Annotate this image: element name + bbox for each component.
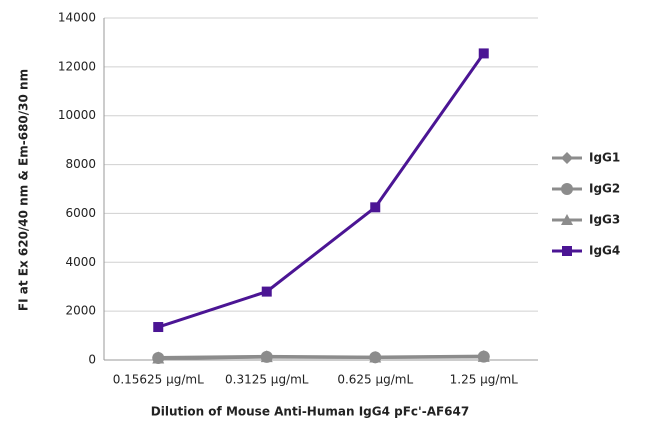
series-line [158, 355, 484, 361]
marker [153, 322, 164, 333]
y-tick-label: 4000 [65, 255, 96, 269]
y-tick-label: 2000 [65, 304, 96, 318]
legend-label: IgG1 [589, 151, 620, 165]
x-tick-label: 0.15625 µg/mL [113, 373, 204, 387]
marker [261, 286, 272, 297]
y-tick-label: 14000 [58, 11, 96, 25]
y-tick-label: 8000 [65, 157, 96, 171]
marker [561, 214, 573, 225]
x-tick-label: 0.625 µg/mL [337, 373, 413, 387]
y-axis-title: FI at Ex 620/40 nm & Em-680/30 nm [17, 69, 31, 311]
marker [561, 152, 573, 164]
legend-label: IgG4 [589, 244, 620, 258]
marker [562, 246, 572, 256]
marker [369, 351, 382, 363]
marker [152, 352, 165, 364]
marker [260, 351, 273, 363]
marker [477, 350, 490, 362]
marker [370, 202, 381, 213]
y-tick-label: 12000 [58, 59, 96, 73]
y-tick-label: 10000 [58, 108, 96, 122]
x-axis-title: Dilution of Mouse Anti-Human IgG4 pFc'-A… [151, 405, 469, 419]
x-tick-label: 0.3125 µg/mL [225, 373, 309, 387]
x-tick-label: 1.25 µg/mL [450, 373, 519, 387]
marker [561, 183, 573, 195]
legend-label: IgG3 [589, 213, 620, 227]
marker [478, 48, 489, 59]
series-line [157, 52, 485, 329]
y-tick-label: 0 [88, 353, 96, 367]
y-tick-label: 6000 [65, 206, 96, 220]
legend-label: IgG2 [589, 182, 620, 196]
